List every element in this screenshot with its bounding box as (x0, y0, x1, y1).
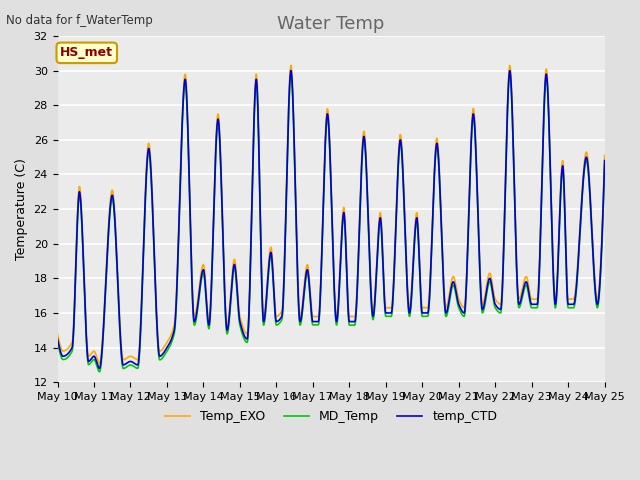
temp_CTD (585, 176, 593, 181)
MD_Temp (54, 339, 61, 345)
MD_Temp (484, 281, 492, 287)
temp_CTD (54, 336, 61, 342)
temp_CTD (95, 365, 103, 371)
Temp_EXO (95, 360, 103, 366)
Line: MD_Temp: MD_Temp (58, 74, 605, 372)
MD_Temp (586, 183, 593, 189)
Temp_EXO (585, 171, 593, 177)
temp_CTD (320, 174, 328, 180)
Text: HS_met: HS_met (60, 47, 113, 60)
temp_CTD (287, 68, 295, 73)
temp_CTD (485, 276, 493, 282)
MD_Temp (320, 186, 328, 192)
temp_CTD (601, 158, 609, 164)
Temp_EXO (287, 62, 295, 68)
Y-axis label: Temperature (C): Temperature (C) (15, 158, 28, 260)
temp_CTD (306, 286, 314, 291)
MD_Temp (601, 161, 609, 167)
Title: Water Temp: Water Temp (277, 15, 385, 33)
temp_CTD (586, 180, 593, 186)
Line: Temp_EXO: Temp_EXO (58, 65, 605, 363)
Line: temp_CTD: temp_CTD (58, 71, 605, 368)
MD_Temp (305, 285, 313, 291)
Temp_EXO (320, 169, 328, 175)
Temp_EXO (601, 152, 609, 158)
Temp_EXO (485, 272, 493, 277)
MD_Temp (95, 369, 103, 375)
MD_Temp (585, 179, 593, 185)
Temp_EXO (586, 175, 593, 180)
MD_Temp (506, 71, 514, 77)
Temp_EXO (54, 331, 61, 337)
MD_Temp (82, 317, 90, 323)
temp_CTD (82, 313, 90, 319)
Legend: Temp_EXO, MD_Temp, temp_CTD: Temp_EXO, MD_Temp, temp_CTD (160, 405, 502, 428)
Temp_EXO (82, 308, 90, 314)
Text: No data for f_WaterTemp: No data for f_WaterTemp (6, 14, 153, 27)
Temp_EXO (306, 280, 314, 286)
